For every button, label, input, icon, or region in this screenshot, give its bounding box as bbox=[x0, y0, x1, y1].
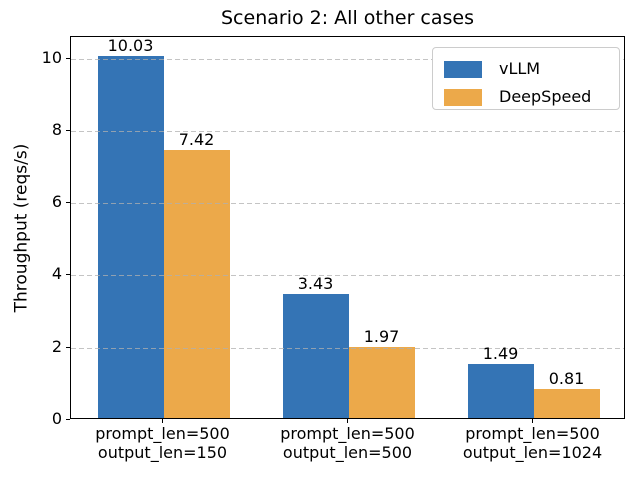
bar-vllm-0 bbox=[97, 55, 164, 418]
bar-vllm-2 bbox=[467, 364, 534, 418]
y-tick-label-4: 4 bbox=[51, 264, 62, 284]
y-tick-label-0: 0 bbox=[51, 409, 62, 428]
bar-vllm-1 bbox=[282, 294, 349, 418]
bar-value-vllm-1: 3.43 bbox=[297, 274, 334, 294]
gridline-y8 bbox=[71, 130, 624, 132]
legend-label-deepspeed: DeepSpeed bbox=[499, 87, 592, 106]
legend-entry-vllm: vLLM bbox=[433, 55, 619, 83]
legend: vLLM DeepSpeed bbox=[432, 47, 620, 110]
legend-entry-deepspeed: DeepSpeed bbox=[433, 83, 619, 111]
gridline-y6 bbox=[71, 203, 624, 205]
y-tick-mark-6 bbox=[66, 202, 70, 204]
x-tick-mark-1 bbox=[347, 419, 348, 423]
bar-value-vllm-2: 1.49 bbox=[482, 344, 519, 364]
y-tick-label-8: 8 bbox=[51, 119, 62, 139]
vllm-swatch-icon bbox=[444, 60, 482, 78]
x-tick-label-1: prompt_len=500 output_len=500 bbox=[280, 424, 415, 462]
bar-value-deepspeed-0: 7.42 bbox=[178, 129, 215, 149]
bar-deepspeed-2 bbox=[533, 388, 600, 418]
bar-deepspeed-0 bbox=[163, 149, 230, 418]
y-tick-mark-0 bbox=[66, 419, 70, 420]
y-axis-label-container: Throughput (reqs/s) bbox=[4, 36, 38, 419]
y-tick-mark-2 bbox=[66, 346, 70, 348]
x-tick-mark-2 bbox=[532, 419, 533, 423]
gridline-y4 bbox=[71, 275, 624, 277]
y-tick-mark-8 bbox=[66, 129, 70, 131]
y-tick-label-2: 2 bbox=[51, 336, 62, 356]
y-axis-label: Throughput (reqs/s) bbox=[11, 143, 32, 312]
x-tick-label-2: prompt_len=500 output_len=1024 bbox=[462, 424, 603, 462]
chart-title: Scenario 2: All other cases bbox=[221, 7, 474, 29]
deepspeed-swatch-icon bbox=[444, 88, 482, 106]
y-tick-mark-10 bbox=[66, 57, 70, 59]
gridline-y10 bbox=[71, 58, 624, 60]
bar-deepspeed-1 bbox=[348, 346, 415, 418]
y-tick-mark-4 bbox=[66, 274, 70, 276]
bar-value-vllm-0: 10.03 bbox=[107, 35, 154, 55]
x-tick-label-0: prompt_len=500 output_len=150 bbox=[95, 424, 230, 462]
x-tick-mark-0 bbox=[162, 419, 163, 423]
y-tick-label-10: 10 bbox=[41, 47, 62, 67]
bar-value-deepspeed-2: 0.81 bbox=[548, 368, 585, 388]
bar-value-deepspeed-1: 1.97 bbox=[363, 326, 400, 346]
y-tick-label-6: 6 bbox=[51, 192, 62, 212]
gridline-y2 bbox=[71, 347, 624, 349]
legend-label-vllm: vLLM bbox=[499, 59, 541, 78]
